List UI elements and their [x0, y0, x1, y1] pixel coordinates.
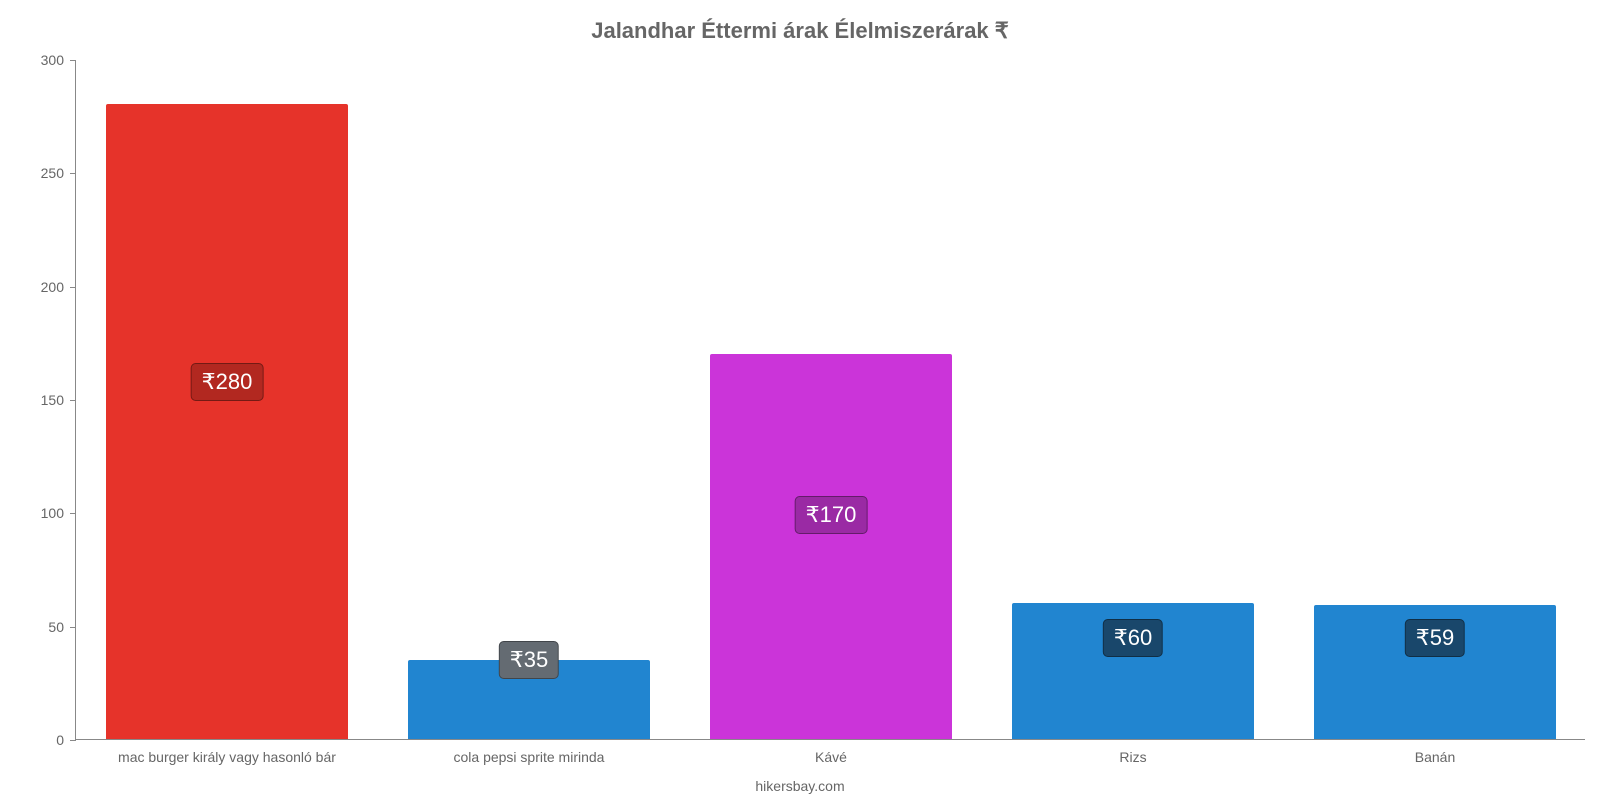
y-tick-label: 300	[41, 52, 76, 68]
chart-footer: hikersbay.com	[0, 778, 1600, 794]
bar-slot: ₹35cola pepsi sprite mirinda	[408, 60, 650, 739]
bar	[710, 354, 952, 739]
y-tick-label: 0	[56, 732, 76, 748]
value-badge: ₹60	[1103, 619, 1163, 657]
value-badge: ₹280	[191, 363, 264, 401]
value-badge: ₹59	[1405, 619, 1465, 657]
y-tick-label: 100	[41, 505, 76, 521]
bar-slot: ₹59Banán	[1314, 60, 1556, 739]
bar-slot: ₹170Kávé	[710, 60, 952, 739]
chart-title: Jalandhar Éttermi árak Élelmiszerárak ₹	[0, 18, 1600, 44]
value-badge: ₹170	[795, 496, 868, 534]
x-category-label: cola pepsi sprite mirinda	[454, 749, 605, 765]
bar	[106, 104, 348, 739]
x-category-label: mac burger király vagy hasonló bár	[118, 749, 336, 765]
y-tick-label: 250	[41, 165, 76, 181]
value-badge: ₹35	[499, 641, 559, 679]
y-tick-label: 150	[41, 392, 76, 408]
x-category-label: Rizs	[1119, 749, 1146, 765]
bar-slot: ₹60Rizs	[1012, 60, 1254, 739]
plot-area: 050100150200250300₹280mac burger király …	[75, 60, 1585, 740]
y-tick-label: 200	[41, 279, 76, 295]
y-tick-label: 50	[48, 619, 76, 635]
bar-slot: ₹280mac burger király vagy hasonló bár	[106, 60, 348, 739]
x-category-label: Kávé	[815, 749, 847, 765]
x-category-label: Banán	[1415, 749, 1455, 765]
